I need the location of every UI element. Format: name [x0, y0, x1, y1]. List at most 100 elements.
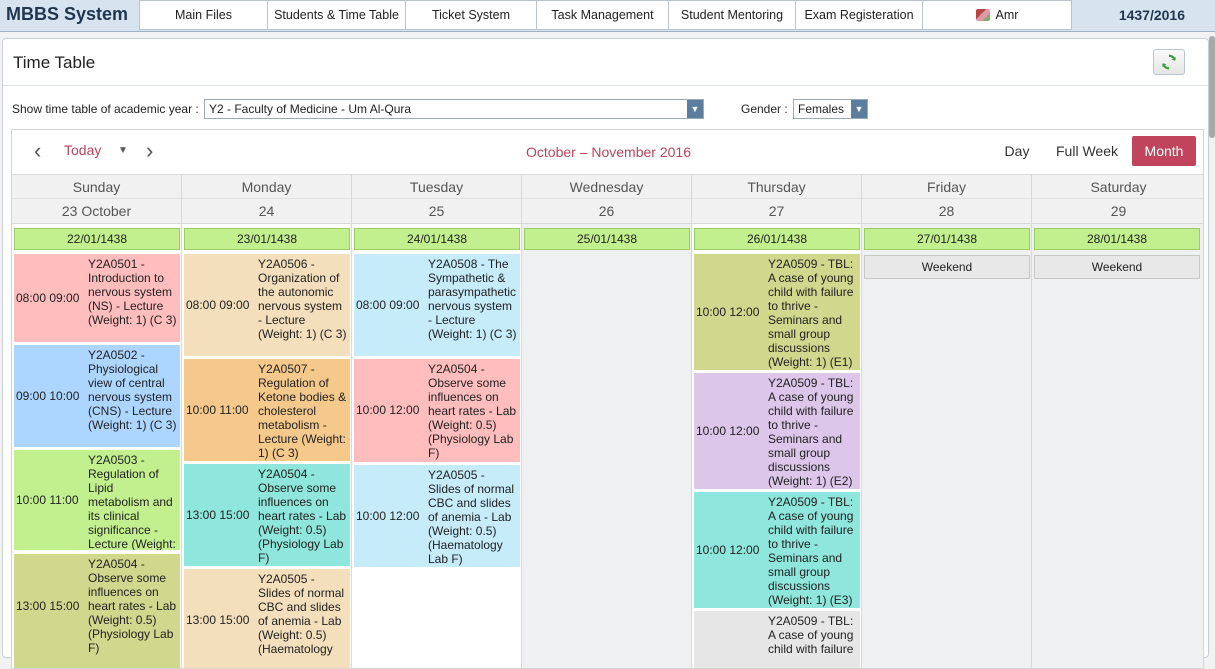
event-time: 08:00 09:00 — [16, 291, 80, 305]
event-text: Y2A0505 - Slides of normal CBC and slide… — [258, 572, 345, 656]
day-date: 26 — [522, 199, 691, 224]
day-column-wednesday: Wednesday 26 25/01/1438 — [522, 174, 692, 668]
nav-students-time-table[interactable]: Students & Time Table — [267, 0, 406, 30]
nav-task-management[interactable]: Task Management — [536, 0, 669, 30]
hijri-date: 28/01/1438 — [1034, 228, 1200, 250]
chevron-left-icon[interactable]: ‹ — [34, 138, 42, 163]
hijri-date: 23/01/1438 — [184, 228, 350, 250]
day-name: Monday — [182, 174, 351, 199]
calendar-event[interactable]: 09:00 10:00 Y2A0502 - Physiological view… — [14, 345, 180, 447]
day-name: Tuesday — [352, 174, 521, 199]
day-date: 29 — [1032, 199, 1203, 224]
weekend-badge: Weekend — [1034, 255, 1200, 279]
app-brand[interactable]: MBBS System — [6, 4, 129, 24]
day-date: 23 October — [12, 199, 181, 224]
calendar-event[interactable]: 10:00 12:00 Y2A0509 - TBL: A case of you… — [694, 373, 860, 489]
day-date: 27 — [692, 199, 861, 224]
calendar-event[interactable]: 10:00 12:00 Y2A0509 - TBL: A case of you… — [694, 492, 860, 608]
page-title: Time Table — [13, 53, 96, 72]
event-time: 10:00 12:00 — [696, 305, 760, 319]
hijri-date: 27/01/1438 — [864, 228, 1030, 250]
event-text: Y2A0509 - TBL: A case of young child wit… — [768, 495, 854, 607]
calendar-event[interactable]: 08:00 09:00 Y2A0508 - The Sympathetic & … — [354, 254, 520, 356]
refresh-icon — [1162, 54, 1176, 70]
calendar-toolbar: ‹ Today ▼ › October – November 2016 Day … — [12, 130, 1203, 174]
event-time: 13:00 15:00 — [16, 599, 80, 613]
view-day-button[interactable]: Day — [1004, 143, 1030, 159]
hijri-date: 24/01/1438 — [354, 228, 520, 250]
calendar-event[interactable]: 10:00 11:00 Y2A0503 - Regulation of Lipi… — [14, 450, 180, 550]
view-month-button[interactable]: Month — [1132, 136, 1196, 166]
event-time: 09:00 10:00 — [16, 389, 80, 403]
day-name: Wednesday — [522, 174, 691, 199]
event-text: Y2A0501 - Introduction to nervous system… — [88, 257, 177, 327]
day-column-tuesday: Tuesday 25 24/01/1438 08:00 09:00 Y2A050… — [352, 174, 522, 668]
event-text: Y2A0505 - Slides of normal CBC and slide… — [428, 468, 515, 566]
nav-main-files[interactable]: Main Files — [139, 0, 268, 30]
day-date: 28 — [862, 199, 1031, 224]
event-text: Y2A0502 - Physiological view of central … — [88, 348, 177, 432]
calendar-event[interactable]: 10:00 12:00 Y2A0504 - Observe some influ… — [354, 359, 520, 462]
nav-exam-registeration[interactable]: Exam Registeration — [795, 0, 923, 30]
event-time: 13:00 15:00 — [186, 613, 250, 627]
event-text: Y2A0504 - Observe some influences on hea… — [428, 362, 517, 460]
calendar-days: Sunday 23 October 22/01/1438 08:00 09:00… — [12, 174, 1203, 668]
day-name: Saturday — [1032, 174, 1203, 199]
refresh-button[interactable] — [1153, 49, 1185, 75]
event-text: Y2A0503 - Regulation of Lipid metabolism… — [88, 453, 176, 550]
event-time: 10:00 12:00 — [696, 543, 760, 557]
day-column-thursday: Thursday 27 26/01/1438 10:00 12:00 Y2A05… — [692, 174, 862, 668]
event-text: Y2A0508 - The Sympathetic & parasympathe… — [428, 257, 517, 341]
academic-year-select-value: Y2 - Faculty of Medicine - Um Al-Qura — [209, 102, 412, 116]
day-column-friday: Friday 28 27/01/1438 Weekend — [862, 174, 1032, 668]
event-time: 08:00 09:00 — [186, 298, 250, 312]
event-text: Y2A0509 - TBL: A case of young child wit… — [768, 376, 854, 488]
day-name: Friday — [862, 174, 1031, 199]
calendar: ‹ Today ▼ › October – November 2016 Day … — [11, 129, 1204, 669]
chevron-right-icon[interactable]: › — [146, 138, 154, 163]
calendar-event[interactable]: 08:00 09:00 Y2A0506 - Organization of th… — [184, 254, 350, 356]
gender-select-value: Females — [798, 102, 845, 116]
event-text: Y2A0506 - Organization of the autonomic … — [258, 257, 347, 341]
event-time: 13:00 15:00 — [186, 508, 250, 522]
event-time: 10:00 11:00 — [186, 403, 249, 417]
academic-year-select[interactable]: Y2 - Faculty of Medicine - Um Al-Qura ▼ — [204, 99, 704, 119]
page-scrollbar[interactable] — [1209, 36, 1215, 138]
event-time: 08:00 09:00 — [356, 298, 420, 312]
event-time: 10:00 12:00 — [356, 509, 420, 523]
event-text: Y2A0509 - TBL: A case of young child wit… — [768, 614, 854, 656]
calendar-event[interactable]: 13:00 15:00 Y2A0504 - Observe some influ… — [184, 464, 350, 566]
calendar-event[interactable]: 10:00 12:00 Y2A0505 - Slides of normal C… — [354, 465, 520, 567]
user-avatar-icon — [975, 9, 990, 21]
hijri-date: 26/01/1438 — [694, 228, 860, 250]
nav-ticket-system[interactable]: Ticket System — [405, 0, 537, 30]
panel-separator — [3, 85, 1208, 86]
event-text: Y2A0509 - TBL: A case of young child wit… — [768, 257, 854, 369]
today-button[interactable]: Today — [64, 142, 102, 158]
hijri-date: 22/01/1438 — [14, 228, 180, 250]
calendar-event[interactable]: 13:00 15:00 Y2A0505 - Slides of normal C… — [184, 569, 350, 668]
calendar-event[interactable]: 08:00 09:00 Y2A0501 - Introduction to ne… — [14, 254, 180, 342]
event-time: 10:00 11:00 — [16, 493, 79, 507]
day-column-monday: Monday 24 23/01/1438 08:00 09:00 Y2A0506… — [182, 174, 352, 668]
timetable-panel: Time Table Show time table of academic y… — [2, 38, 1209, 669]
event-text: Y2A0504 - Observe some influences on hea… — [88, 557, 177, 655]
day-column-sunday: Sunday 23 October 22/01/1438 08:00 09:00… — [12, 174, 182, 668]
calendar-event[interactable]: Y2A0509 - TBL: A case of young child wit… — [694, 611, 860, 668]
view-full-week-button[interactable]: Full Week — [1056, 143, 1118, 159]
chevron-down-icon: ▼ — [851, 100, 867, 118]
day-column-saturday: Saturday 29 28/01/1438 Weekend — [1032, 174, 1203, 668]
academic-year-label: 1437/2016 — [1118, 7, 1185, 23]
event-text: Y2A0507 - Regulation of Ketone bodies & … — [258, 362, 347, 460]
user-menu[interactable]: Amr — [922, 0, 1072, 30]
day-date: 25 — [352, 199, 521, 224]
nav-student-mentoring[interactable]: Student Mentoring — [668, 0, 796, 30]
caret-down-icon[interactable]: ▼ — [118, 145, 128, 156]
event-text: Y2A0504 - Observe some influences on hea… — [258, 467, 347, 565]
calendar-event[interactable]: 13:00 15:00 Y2A0504 - Observe some influ… — [14, 554, 180, 668]
calendar-event[interactable]: 10:00 12:00 Y2A0509 - TBL: A case of you… — [694, 254, 860, 370]
event-time: 10:00 12:00 — [696, 424, 760, 438]
day-date: 24 — [182, 199, 351, 224]
gender-select[interactable]: Females ▼ — [793, 99, 868, 119]
calendar-event[interactable]: 10:00 11:00 Y2A0507 - Regulation of Keto… — [184, 359, 350, 461]
